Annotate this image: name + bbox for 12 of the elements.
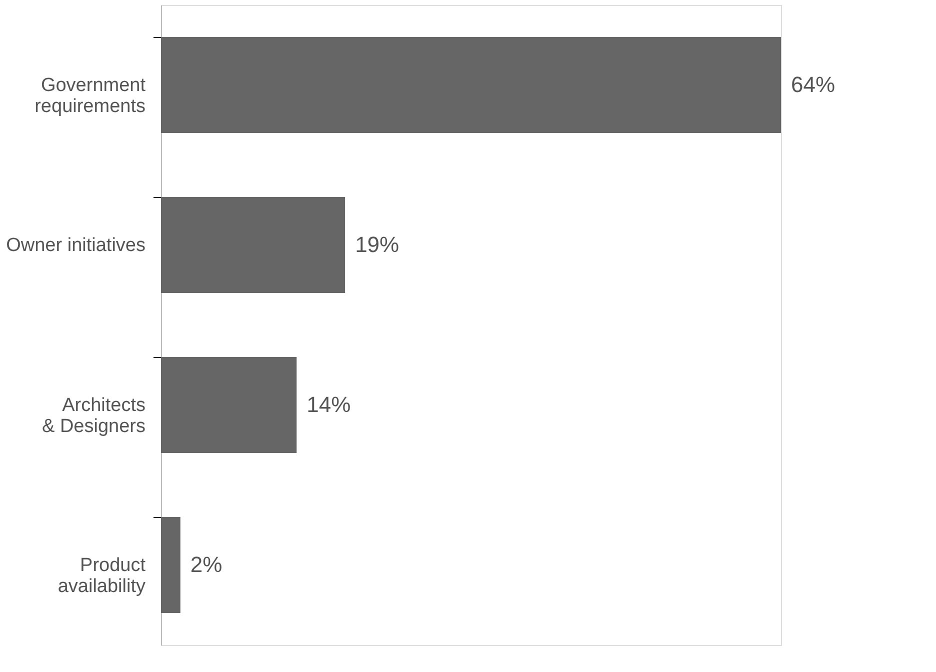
y-tick-label: Product availability (58, 555, 146, 597)
data-label: 14% (306, 392, 351, 417)
bar (161, 37, 781, 133)
data-label: 19% (355, 232, 400, 257)
y-tick-label: Government requirements (34, 75, 146, 117)
y-tick-label: Architects & Designers (42, 395, 146, 437)
bar (161, 517, 180, 613)
y-tick-label: Owner initiatives (6, 235, 146, 256)
bar (161, 357, 297, 453)
bar (161, 197, 346, 293)
data-label: 64% (791, 72, 836, 97)
data-label: 2% (190, 552, 222, 577)
